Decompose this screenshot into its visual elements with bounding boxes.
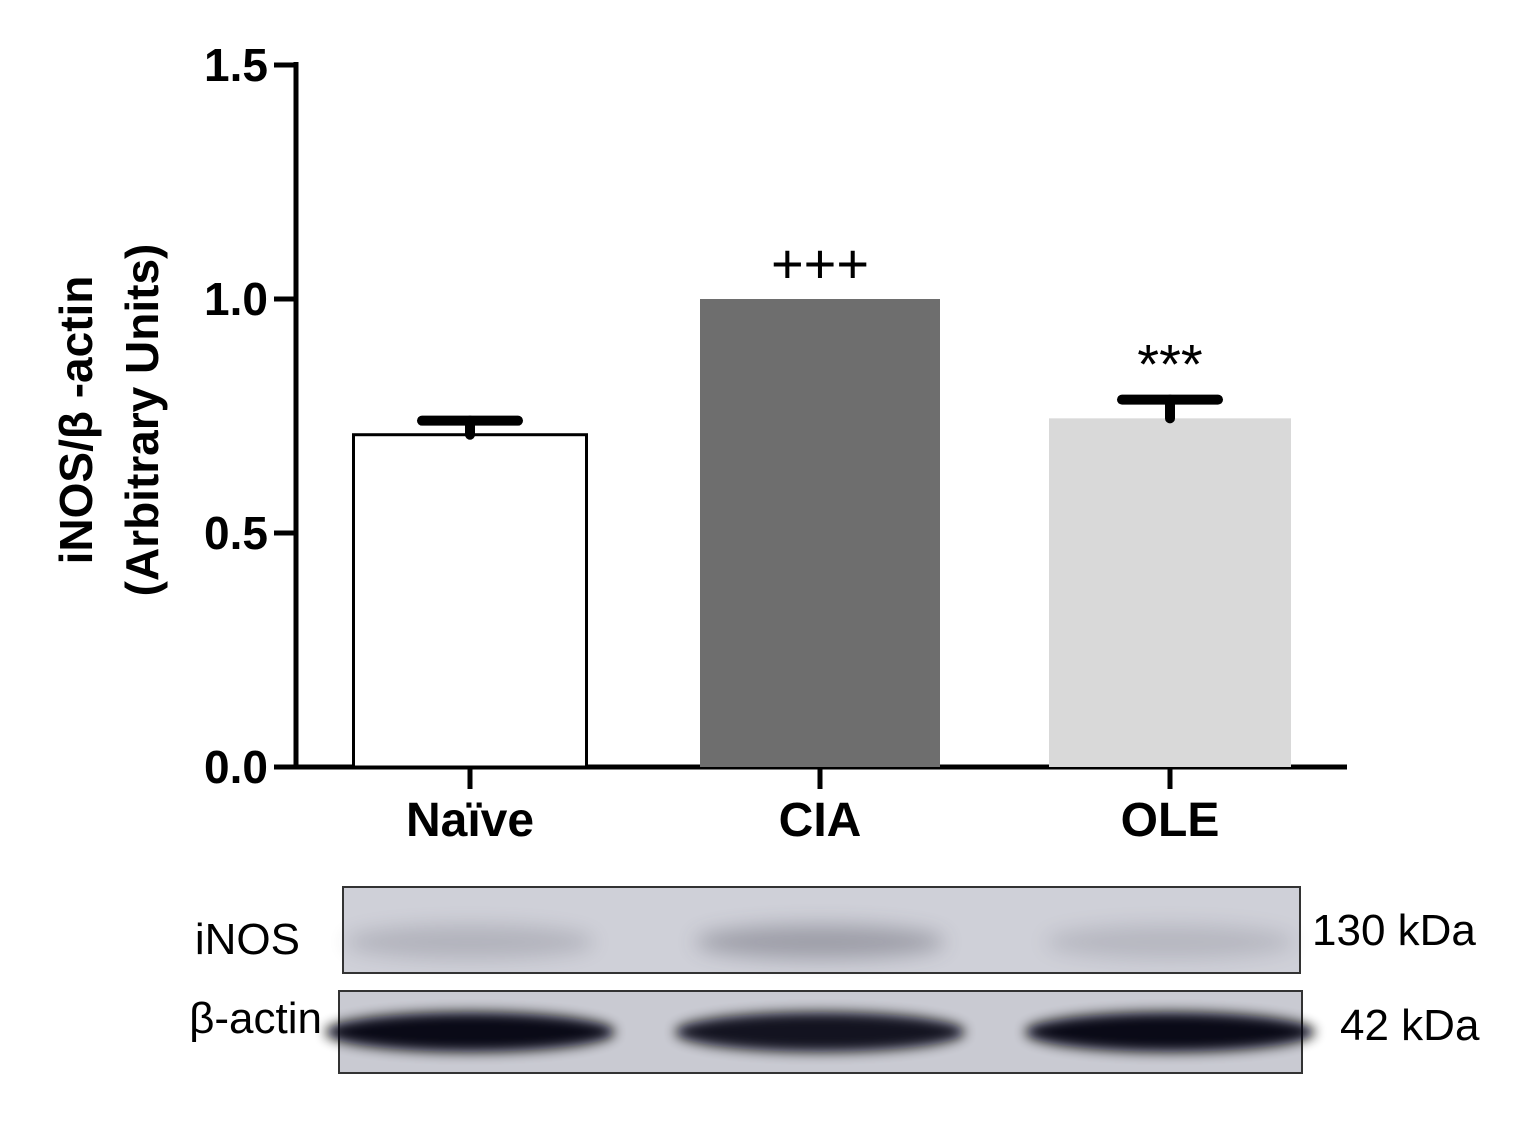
blot-band <box>345 925 595 959</box>
blot-row-actin: β-actin 42 kDa <box>189 990 1480 1074</box>
y-axis-label-line1: iNOS/β -actin <box>50 276 102 565</box>
significance-label: *** <box>1137 333 1202 396</box>
blot-band <box>325 1012 615 1052</box>
blot-label-inos: iNOS <box>195 915 300 964</box>
bar <box>700 299 940 767</box>
western-blot: iNOS 130 kDa β-actin 42 kDa <box>189 886 1480 1074</box>
bars: +++ *** <box>352 232 1291 769</box>
x-tick-label: Naïve <box>406 794 534 847</box>
bands-actin <box>325 1012 1315 1052</box>
bar <box>352 433 588 769</box>
y-tick-label: 0.5 <box>204 507 268 559</box>
y-ticks: 0.0 0.5 1.0 1.5 <box>204 39 296 793</box>
y-axis-label-line2: (Arbitrary Units) <box>116 244 168 597</box>
bands-inos <box>345 925 1295 959</box>
blot-size-actin: 42 kDa <box>1340 1001 1480 1050</box>
y-tick-label: 0.0 <box>204 741 268 793</box>
y-tick-label: 1.5 <box>204 39 268 91</box>
bar <box>1049 418 1291 767</box>
y-axis-label: iNOS/β -actin (Arbitrary Units) <box>50 244 168 597</box>
blot-band <box>1045 925 1295 959</box>
significance-label: +++ <box>771 232 869 295</box>
blot-row-inos: iNOS 130 kDa <box>195 886 1476 974</box>
x-tick-label: CIA <box>779 794 862 847</box>
y-tick-label: 1.0 <box>204 273 268 325</box>
blot-band <box>1025 1012 1315 1052</box>
blot-size-inos: 130 kDa <box>1312 906 1476 955</box>
blot-label-actin: β-actin <box>189 994 322 1043</box>
x-ticks: Naïve CIA OLE <box>406 767 1219 847</box>
blot-band <box>675 1012 965 1052</box>
blot-band <box>695 925 945 959</box>
x-tick-label: OLE <box>1121 794 1220 847</box>
